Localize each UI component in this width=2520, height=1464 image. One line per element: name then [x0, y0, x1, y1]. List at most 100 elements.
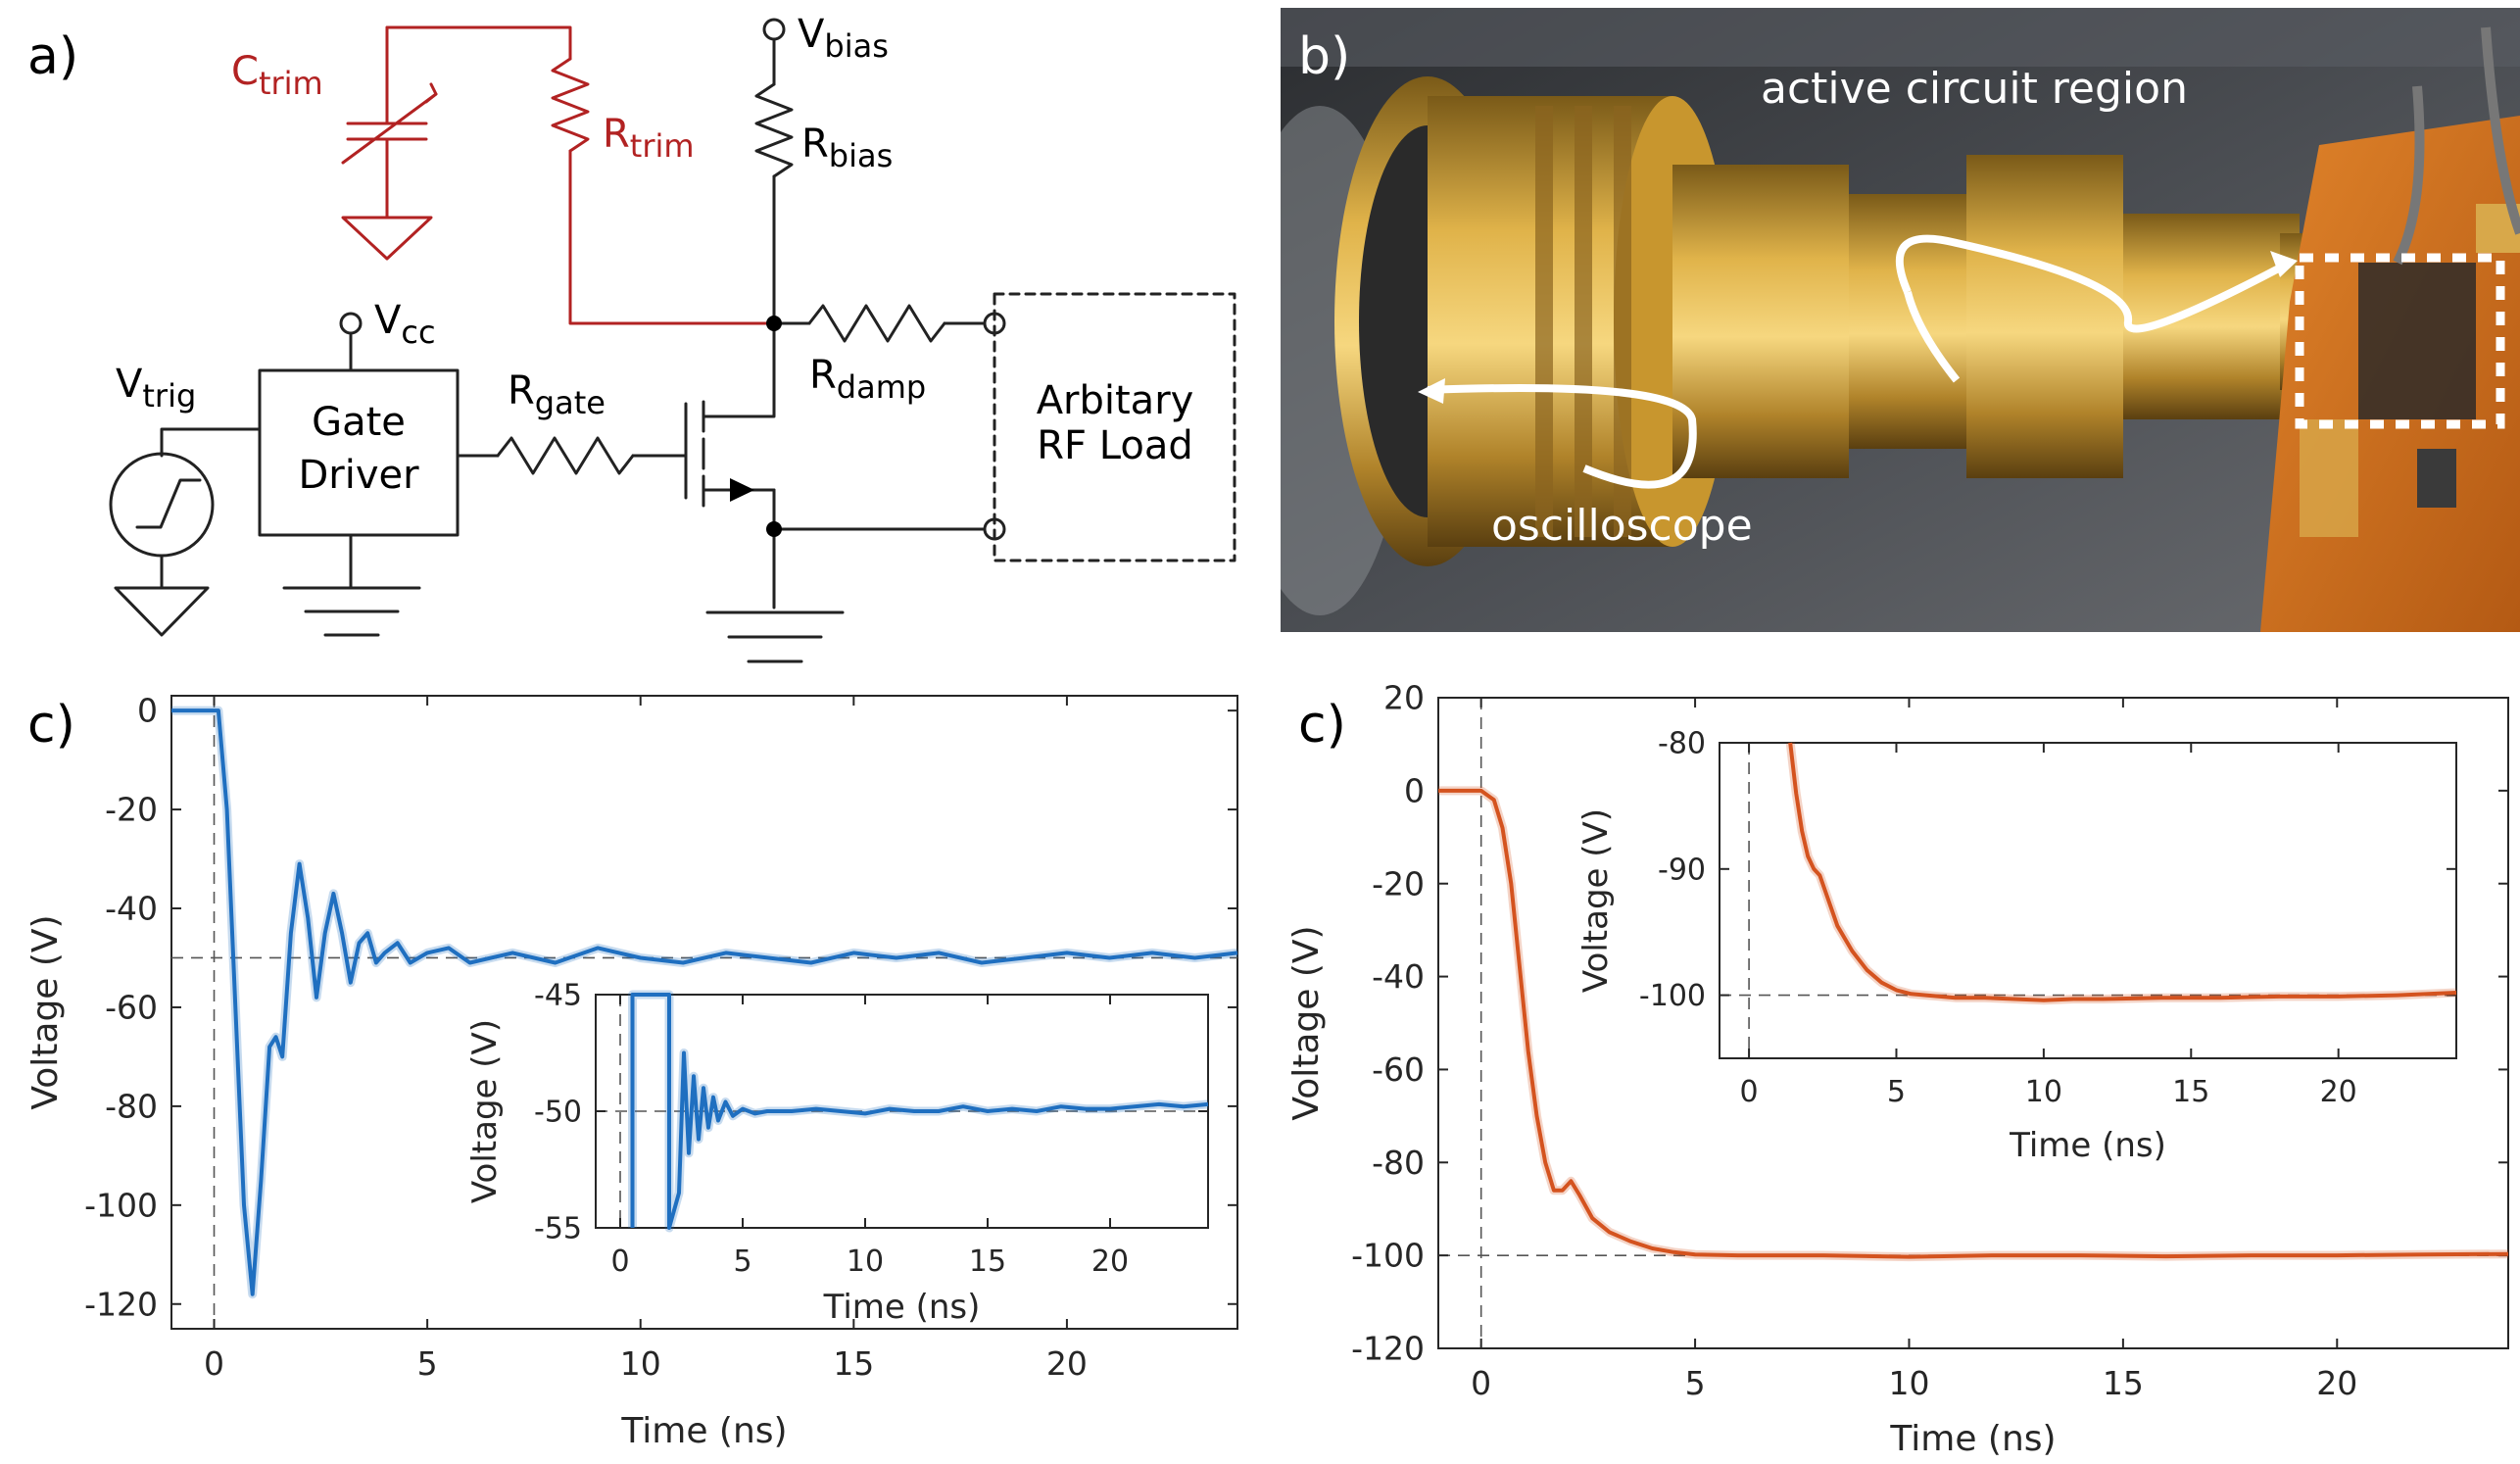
gate-driver-label-1: Gate: [312, 400, 406, 445]
plot-area: [1437, 697, 2509, 1349]
y-tick-label: -100: [84, 1186, 158, 1224]
x-tick-label: 20: [2316, 1364, 2357, 1402]
series-line: [171, 708, 1238, 1296]
ground-trig-icon: [114, 586, 210, 637]
y-tick-label: -40: [1372, 957, 1425, 996]
trim-network: [341, 25, 776, 325]
series-halo: [1785, 742, 2457, 1005]
bnc-connector: [1334, 76, 2339, 566]
y-tick-label: -80: [105, 1087, 158, 1125]
series-halo: [171, 706, 1238, 1299]
label-active-region: active circuit region: [1761, 64, 2188, 114]
x-tick-label: 10: [2025, 1075, 2062, 1109]
plot-area: [170, 695, 1238, 1330]
x-tick-label: 5: [1887, 1075, 1906, 1109]
mosfet-arrow-icon: [730, 478, 754, 502]
plot-area: [595, 994, 1209, 1229]
x-tick-label: 15: [833, 1344, 874, 1383]
y-tick-label: -55: [534, 1212, 582, 1246]
drain-junction: [766, 316, 782, 331]
y-tick-label: -20: [1372, 864, 1425, 903]
x-tick-label: 15: [2172, 1075, 2209, 1109]
r-trim-label: Rtrim: [603, 112, 695, 165]
load-label-2: RF Load: [1037, 423, 1192, 468]
x-tick-label: 5: [417, 1344, 438, 1383]
step-function-icon: [135, 478, 202, 529]
rf-load-box: [993, 292, 1236, 562]
c-trim-label: Ctrim: [231, 49, 323, 102]
v-cc-terminal: [339, 312, 363, 335]
x-tick-label: 15: [2103, 1364, 2144, 1402]
circuit-schematic: Ctrim Rtrim Vbias Rbias Vcc Vtrig Rgate …: [109, 12, 1236, 663]
pcb-board: [2260, 26, 2520, 632]
series-halo: [1438, 786, 2509, 1262]
series-line: [630, 993, 1209, 1230]
v-trig-source: [109, 452, 215, 558]
arrow-active-region: [1904, 290, 1961, 383]
circuit-board-photo: active circuit region oscilloscope: [1281, 8, 2520, 632]
y-axis-label: Voltage (V): [465, 1019, 505, 1203]
ground-trim-icon: [341, 216, 433, 261]
x-tick-label: 0: [1471, 1364, 1491, 1402]
x-tick-label: 20: [1046, 1344, 1088, 1383]
series-line: [1438, 788, 2509, 1259]
y-tick-label: -50: [534, 1096, 582, 1130]
r-bias-label: Rbias: [801, 122, 893, 174]
x-axis-label: Time (ns): [2009, 1126, 2166, 1165]
x-tick-label: 20: [1091, 1244, 1129, 1279]
load-label-1: Arbitary: [1037, 378, 1194, 423]
x-tick-label: 20: [2320, 1075, 2357, 1109]
x-tick-label: 5: [1685, 1364, 1706, 1402]
gate-driver-box: [258, 368, 460, 537]
y-tick-label: -100: [1639, 979, 1706, 1013]
y-tick-label: -100: [1351, 1237, 1425, 1275]
x-axis-label: Time (ns): [620, 1411, 787, 1451]
x-tick-label: 10: [847, 1244, 884, 1279]
r-gate-label: Rgate: [508, 368, 606, 421]
y-tick-label: 20: [1383, 679, 1425, 717]
y-tick-label: -45: [534, 979, 582, 1013]
y-tick-label: -20: [105, 791, 158, 829]
arrow-to-scope: [1427, 384, 1697, 489]
y-tick-label: -60: [1372, 1050, 1425, 1089]
y-tick-label: -60: [105, 989, 158, 1027]
left-inset-chart: 0 5 10 15 20 -45 -50 -55 Time (ns) Voltage (V): [465, 979, 1209, 1327]
panel-label-a: a): [27, 27, 79, 86]
r-trim-resistor: [551, 57, 590, 153]
series-line: [1788, 742, 2457, 1002]
r-gate-resistor: [496, 436, 635, 475]
right-inset-chart: 0 5 10 15 20 -80 -90 -100 Time (ns) Voltage (V): [1576, 727, 2457, 1165]
y-tick-label: -80: [1372, 1144, 1425, 1182]
v-trig-label: Vtrig: [116, 362, 196, 415]
y-tick-label: -120: [1351, 1330, 1425, 1368]
source-junction: [766, 521, 782, 537]
y-tick-label: -40: [105, 890, 158, 928]
active-region-box: [2295, 253, 2505, 429]
r-damp-label: Rdamp: [809, 353, 926, 406]
series-halo: [628, 990, 1209, 1233]
panel-label-c-left: c): [27, 696, 75, 755]
y-tick-label: -120: [84, 1285, 158, 1323]
x-tick-label: 5: [733, 1244, 751, 1279]
x-tick-label: 0: [204, 1344, 224, 1383]
v-bias-terminal: [762, 18, 786, 41]
x-tick-label: 15: [969, 1244, 1006, 1279]
y-axis-label: Voltage (V): [1286, 925, 1327, 1120]
left-main-chart: 0 5 10 15 20 0 -20 -40 -60 -80 -100 -120 Time (ns) Vo…: [25, 692, 1238, 1451]
y-tick-label: -80: [1658, 727, 1706, 761]
x-tick-label: 10: [620, 1344, 661, 1383]
y-tick-label: 0: [1404, 771, 1425, 809]
y-tick-label: 0: [137, 692, 158, 730]
r-damp-resistor: [807, 304, 946, 343]
gate-driver-label-2: Driver: [298, 453, 419, 498]
label-oscilloscope: oscilloscope: [1491, 501, 1753, 551]
y-axis-label: Voltage (V): [25, 914, 66, 1109]
panel-label-c-right: c): [1298, 696, 1346, 755]
r-bias-resistor: [754, 82, 794, 178]
x-axis-label: Time (ns): [823, 1288, 981, 1327]
x-tick-label: 10: [1888, 1364, 1929, 1402]
arrow-to-active-region: [1895, 234, 2292, 333]
x-tick-label: 0: [1740, 1075, 1759, 1109]
y-axis-label: Voltage (V): [1576, 808, 1616, 993]
